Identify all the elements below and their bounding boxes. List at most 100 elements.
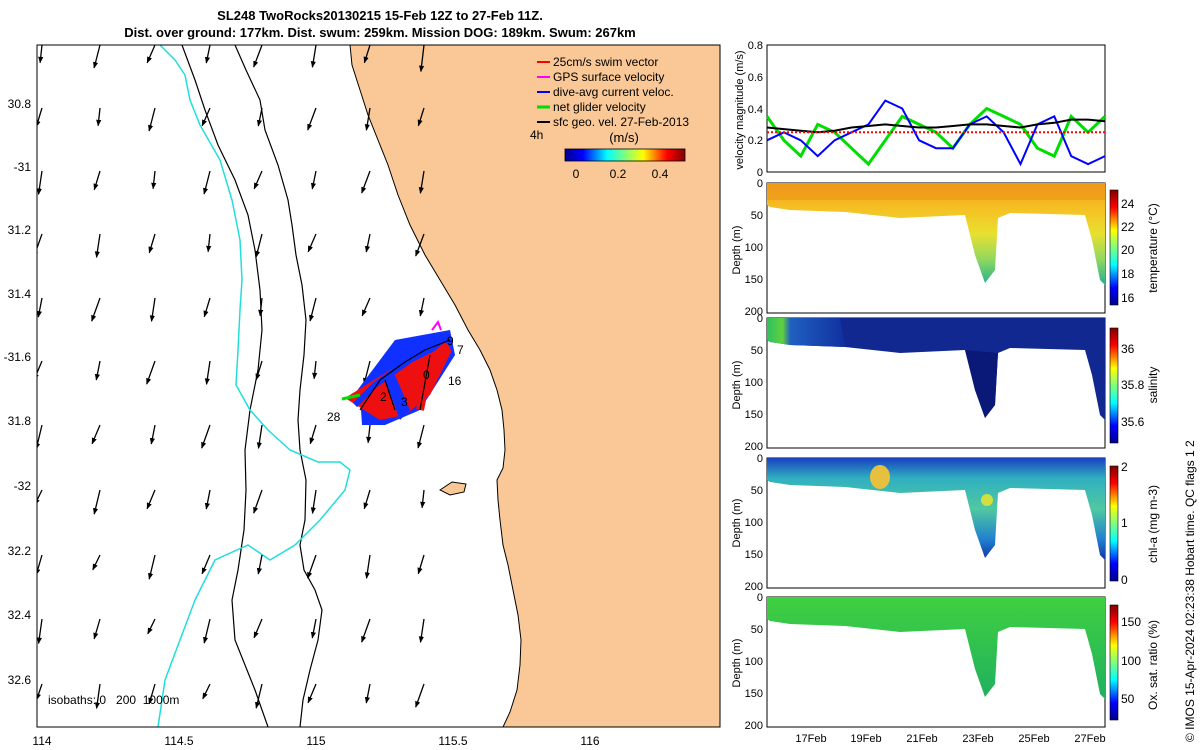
salinity-label: salinity bbox=[1146, 367, 1160, 404]
temperature-plot-area bbox=[766, 182, 1106, 314]
geo-velocity-arrow bbox=[364, 107, 371, 131]
time-tick-2: 21Feb bbox=[906, 733, 937, 745]
map-y-axis: 30.8 -31 31.2 31.4 -31.6 31.8 -32 32.2 3… bbox=[4, 97, 32, 687]
map-x-tick-3: 115.5 bbox=[438, 734, 467, 748]
ox-colorbar bbox=[1109, 604, 1119, 721]
velocity-series-0 bbox=[765, 106, 1107, 167]
colorbar-tick-2: 0.4 bbox=[652, 167, 669, 181]
map-x-tick-1: 114.5 bbox=[164, 734, 193, 748]
temperature-panel: 16 18 20 22 24 temperature (°C) 0 50 100… bbox=[731, 178, 1160, 318]
geo-velocity-arrow bbox=[256, 107, 263, 127]
geo-velocity-arrow bbox=[38, 45, 44, 64]
geo-velocity-arrow bbox=[418, 618, 425, 643]
time-tick-1: 19Feb bbox=[850, 733, 881, 745]
geo-velocity-arrow bbox=[256, 554, 263, 575]
land-mass bbox=[349, 45, 720, 727]
velocity-panel: 0 0.2 0.4 0.6 0.8 velocity magnitude (m/… bbox=[734, 40, 1107, 179]
geo-velocity-arrow bbox=[151, 170, 157, 190]
map-y-tick-9: 32.6 bbox=[8, 673, 32, 687]
velocity-lines bbox=[765, 99, 1107, 167]
geo-velocity-arrow bbox=[417, 424, 425, 449]
geo-velocity-arrow bbox=[37, 233, 43, 258]
geo-velocity-arrow bbox=[312, 360, 318, 380]
geo-velocity-arrow bbox=[93, 489, 101, 515]
geo-velocity-arrow bbox=[417, 554, 425, 575]
geo-velocity-arrow bbox=[94, 360, 101, 381]
map-y-tick-1: -31 bbox=[14, 160, 32, 174]
geo-velocity-arrow bbox=[94, 683, 101, 710]
geo-velocity-arrow bbox=[203, 618, 211, 644]
geo-velocity-arrow bbox=[149, 424, 156, 445]
isobath-0-coast bbox=[157, 45, 351, 727]
ox-cb-tick-1: 100 bbox=[1121, 654, 1141, 668]
time-tick-0: 17Feb bbox=[795, 733, 826, 745]
geo-velocity-arrow bbox=[364, 683, 371, 704]
geo-velocity-arrow bbox=[307, 683, 317, 704]
legend-label-swim: 25cm/s swim vector bbox=[553, 55, 658, 69]
legend-extra-4h: 4h bbox=[530, 128, 543, 142]
geo-velocity-arrow bbox=[206, 233, 212, 253]
geo-velocity-arrow bbox=[255, 233, 263, 258]
temp-cb-tick-2: 20 bbox=[1121, 243, 1135, 257]
legend-item-swim: 25cm/s swim vector bbox=[537, 55, 658, 69]
geo-velocity-arrow bbox=[310, 489, 317, 514]
salinity-section bbox=[767, 318, 1105, 420]
chl-cb-tick-0: 0 bbox=[1121, 573, 1128, 587]
geo-velocity-arrow bbox=[418, 170, 425, 194]
geo-velocity-arrow bbox=[307, 233, 317, 253]
legend-item-gps: GPS surface velocity bbox=[537, 70, 664, 84]
geo-velocity-arrow bbox=[253, 489, 263, 514]
map-y-tick-2: 31.2 bbox=[8, 223, 32, 237]
salinity-panel: 35.6 35.8 36 salinity 0 50 100 150 200 D… bbox=[731, 313, 1160, 453]
geo-velocity-arrow bbox=[148, 554, 156, 580]
geo-velocity-arrow bbox=[94, 233, 101, 258]
ox-cb-tick-0: 50 bbox=[1121, 692, 1135, 706]
geo-velocity-arrow bbox=[363, 45, 371, 64]
map-y-tick-8: 32.4 bbox=[8, 608, 32, 622]
time-tick-3: 23Feb bbox=[962, 733, 993, 745]
ox-label: Ox. sat. ratio (%) bbox=[1146, 620, 1160, 710]
map-x-tick-4: 116 bbox=[580, 734, 599, 748]
chl-colorbar-ticks: 0 1 2 bbox=[1121, 460, 1128, 587]
geo-velocity-arrow bbox=[93, 170, 101, 191]
ox-section bbox=[767, 597, 1105, 699]
temperature-colorbar bbox=[1109, 189, 1119, 306]
ox-plot-area bbox=[766, 596, 1106, 728]
map-x-tick-2: 115 bbox=[306, 734, 325, 748]
map-panel: 9 7 0 16 2 3 28 114 114.5 115 115.5 116 … bbox=[4, 44, 721, 748]
geo-velocity-arrow bbox=[309, 297, 317, 322]
sal-cb-tick-1: 35.8 bbox=[1121, 378, 1145, 392]
velocity-series-2 bbox=[766, 118, 1106, 134]
geo-velocity-arrow bbox=[91, 297, 101, 322]
chl-section bbox=[767, 458, 1105, 560]
island bbox=[439, 481, 467, 496]
map-y-tick-6: -32 bbox=[14, 479, 32, 493]
geo-velocity-arrow bbox=[203, 170, 211, 195]
legend-label-gps: GPS surface velocity bbox=[553, 70, 664, 84]
geo-velocity-arrow bbox=[37, 297, 43, 318]
imos-credit: © IMOS 15-Apr-2024 02:23:38 Hobart time.… bbox=[1183, 440, 1197, 742]
map-x-tick-0: 114 bbox=[32, 734, 51, 748]
sal-cb-tick-2: 36 bbox=[1121, 342, 1135, 356]
geo-velocity-arrow bbox=[255, 683, 263, 709]
geo-velocity-arrow bbox=[307, 554, 317, 579]
map-y-tick-0: 30.8 bbox=[8, 97, 32, 111]
colorbar-tick-1: 0.2 bbox=[610, 167, 627, 181]
salinity-plot-area bbox=[766, 317, 1106, 449]
isobath-200 bbox=[234, 45, 323, 727]
geo-velocity-arrow bbox=[366, 424, 372, 444]
geo-velocity-arrow bbox=[253, 170, 263, 190]
geo-velocity-arrow bbox=[253, 45, 263, 68]
geo-velocity-arrow bbox=[204, 45, 211, 64]
map-y-tick-3: 31.4 bbox=[8, 287, 32, 301]
geo-velocity-arrow bbox=[258, 297, 264, 317]
salinity-colorbar bbox=[1109, 327, 1119, 444]
temp-cb-tick-4: 24 bbox=[1121, 197, 1135, 211]
geo-velocity-arrow bbox=[363, 489, 371, 510]
geo-velocity-arrow bbox=[415, 233, 425, 257]
geo-velocity-arrow bbox=[148, 233, 156, 254]
chl-cb-tick-2: 2 bbox=[1121, 460, 1128, 474]
temp-cb-tick-0: 16 bbox=[1121, 291, 1135, 305]
geo-velocity-arrow bbox=[149, 297, 156, 322]
chlorophyll-panel: 0 1 2 chl-a (mg m-3) 0 50 100 150 200 De… bbox=[731, 453, 1160, 593]
